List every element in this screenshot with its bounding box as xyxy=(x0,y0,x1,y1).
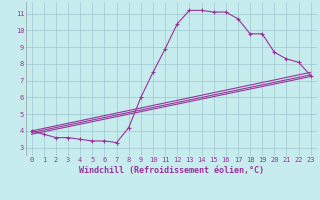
X-axis label: Windchill (Refroidissement éolien,°C): Windchill (Refroidissement éolien,°C) xyxy=(79,166,264,175)
